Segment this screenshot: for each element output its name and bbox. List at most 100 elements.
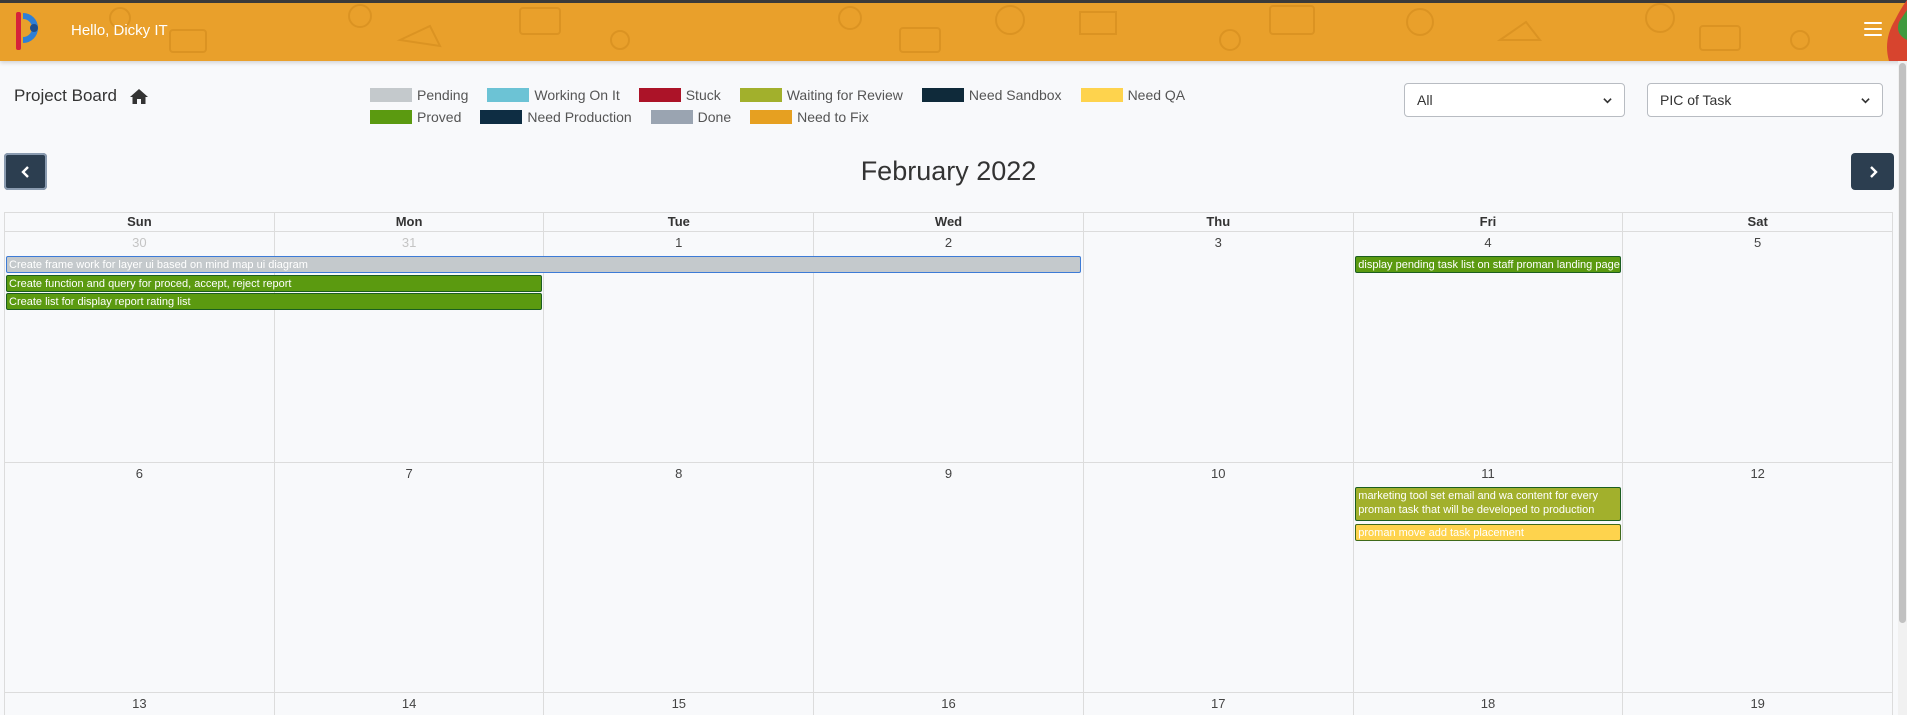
chevron-down-icon [1603, 97, 1612, 103]
legend-item: Need Sandbox [921, 87, 1062, 103]
legend-item: Proved [370, 109, 461, 125]
day-cell[interactable]: 19 [1623, 693, 1894, 715]
legend-item: Waiting for Review [739, 87, 903, 103]
day-number[interactable]: 12 [1750, 466, 1765, 481]
day-number[interactable]: 30 [132, 235, 147, 250]
day-number[interactable]: 15 [671, 696, 687, 711]
day-number[interactable]: 17 [1211, 696, 1226, 711]
calendar-week: 6 7 8 9 10 11 12 marketing tool set email and w… [4, 463, 1894, 693]
weekday-header: Wed [814, 213, 1084, 231]
day-cell[interactable]: 2 [814, 232, 1084, 462]
day-number[interactable]: 5 [1754, 235, 1762, 250]
legend-label: Done [697, 109, 732, 125]
scrollbar-thumb[interactable] [1899, 63, 1906, 623]
legend-item: Need Production [480, 109, 632, 125]
day-cell[interactable]: 11 [1354, 463, 1624, 692]
day-cell[interactable]: 6 [5, 463, 275, 692]
legend-row: Pending Working On It Stuck Waiting for Rev… [370, 84, 1210, 106]
calendar-event[interactable]: Create function and query for proced, ac… [6, 274, 542, 292]
day-cell[interactable]: 13 [5, 693, 275, 715]
day-cell[interactable]: 10 [1084, 463, 1354, 692]
calendar-event[interactable]: marketing tool set email and wa content … [1355, 487, 1622, 521]
day-number[interactable]: 18 [1480, 696, 1496, 711]
page-scrollbar[interactable] [1898, 61, 1907, 715]
day-cell[interactable]: 18 [1354, 693, 1624, 715]
legend-label: Need Sandbox [968, 87, 1062, 103]
status-legend: Pending Working On It Stuck Waiting for Rev… [370, 84, 1210, 128]
day-cell[interactable]: 16 [814, 693, 1084, 715]
legend-label: Stuck [685, 87, 721, 103]
legend-label: Need Production [527, 109, 632, 125]
calendar-event[interactable]: display pending task list on staff proma… [1355, 256, 1622, 273]
calendar-event[interactable]: Create list for display report rating li… [6, 293, 542, 310]
day-number[interactable]: 7 [405, 466, 413, 481]
day-number[interactable]: 10 [1211, 466, 1226, 481]
legend-swatch [650, 110, 693, 124]
filter-select-value: All [1417, 92, 1433, 108]
day-number[interactable]: 8 [675, 466, 683, 481]
day-number[interactable]: 6 [135, 466, 143, 481]
weekday-header: Mon [275, 213, 545, 231]
filter-select[interactable]: All [1404, 83, 1625, 117]
legend-row: Proved Need Production Done Need to Fix [370, 106, 1210, 128]
day-number[interactable]: 19 [1750, 696, 1765, 711]
weekday-header: Thu [1084, 213, 1354, 231]
day-number[interactable]: 16 [941, 696, 956, 711]
day-cell[interactable]: 3 [1084, 232, 1354, 462]
legend-item: Need to Fix [750, 109, 869, 125]
day-cell[interactable]: 8 [544, 463, 815, 692]
legend-label: Working On It [534, 87, 620, 103]
day-cell[interactable]: 30 [5, 232, 275, 462]
day-cell[interactable]: 4 [1354, 232, 1624, 462]
legend-swatch [370, 88, 412, 102]
hamburger-menu-icon[interactable] [1864, 22, 1882, 36]
chevron-left-icon [20, 165, 29, 178]
legend-item: Working On It [487, 87, 620, 103]
day-cell[interactable]: 14 [275, 693, 545, 715]
calendar-event[interactable]: Create frame work for layer ui based on … [6, 256, 1082, 273]
day-cell[interactable]: 7 [275, 463, 545, 692]
day-number[interactable]: 31 [401, 235, 417, 250]
legend-label: Pending [417, 87, 469, 103]
legend-item: Done [650, 109, 732, 125]
corner-decoration [1887, 0, 1907, 61]
legend-item: Pending [370, 87, 468, 103]
pic-select-value: PIC of Task [1660, 92, 1732, 108]
doodle-pattern [109, 3, 1810, 53]
weekday-header: Sun [5, 213, 275, 231]
board-title: Project Board [14, 86, 117, 105]
day-number[interactable]: 9 [944, 466, 953, 481]
pic-of-task-select[interactable]: PIC of Task [1647, 83, 1883, 117]
day-number[interactable]: 14 [401, 696, 417, 711]
calendar-event[interactable]: proman move add task placement [1355, 524, 1622, 541]
day-number[interactable]: 4 [1484, 235, 1492, 250]
day-cell[interactable]: 31 [275, 232, 545, 462]
day-number[interactable]: 1 [675, 235, 683, 250]
day-cell[interactable]: 1 [544, 232, 815, 462]
day-cell[interactable]: 5 [1623, 232, 1894, 462]
day-number[interactable]: 3 [1214, 235, 1222, 250]
month-calendar: Sun Mon Tue Wed Thu Fri Sat 30 31 1 2 3 4 5 Create fr… [4, 212, 1894, 715]
home-icon[interactable] [129, 88, 149, 105]
day-number[interactable]: 2 [944, 235, 953, 250]
legend-item: Need QA [1080, 87, 1185, 103]
legend-item: Stuck [638, 87, 721, 103]
legend-label: Proved [417, 109, 462, 125]
weekday-header: Fri [1354, 213, 1624, 231]
app-logo[interactable] [14, 10, 48, 52]
chevron-right-icon [1869, 165, 1878, 178]
legend-swatch [750, 110, 793, 124]
weekday-header: Tue [544, 213, 815, 231]
day-cell[interactable]: 17 [1084, 693, 1354, 715]
day-number[interactable]: 11 [1481, 466, 1495, 481]
legend-swatch [487, 88, 530, 102]
project-board-heading: Project Board [14, 86, 149, 106]
prev-month-button[interactable] [4, 153, 47, 190]
month-title: February 2022 [860, 156, 1037, 186]
day-cell[interactable]: 12 [1623, 463, 1894, 692]
day-cell[interactable]: 15 [544, 693, 815, 715]
next-month-button[interactable] [1851, 153, 1894, 190]
day-number[interactable]: 13 [132, 696, 147, 711]
day-cell[interactable]: 9 [814, 463, 1084, 692]
top-navbar: Hello, Dicky IT [0, 0, 1907, 61]
